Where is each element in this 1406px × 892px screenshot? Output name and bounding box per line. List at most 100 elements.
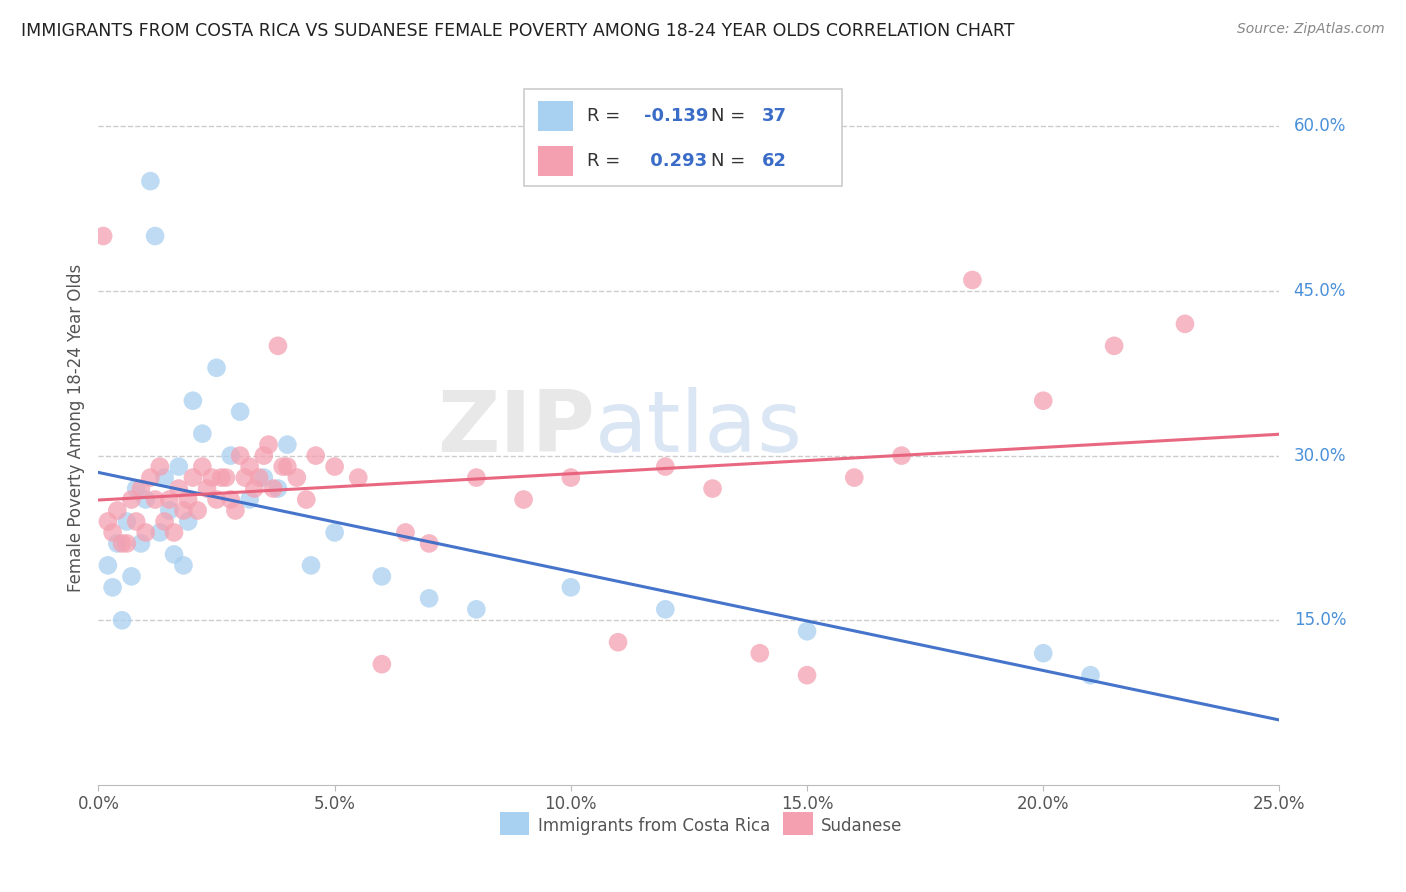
Point	[267, 339, 290, 353]
Text: 0.293: 0.293	[644, 153, 707, 170]
Point	[1032, 646, 1054, 660]
Point	[135, 492, 157, 507]
FancyBboxPatch shape	[523, 89, 842, 186]
Point	[305, 449, 328, 463]
Text: -0.139: -0.139	[644, 107, 709, 125]
Point	[267, 482, 290, 496]
Point	[177, 515, 200, 529]
Text: R =: R =	[588, 107, 626, 125]
Point	[224, 503, 246, 517]
FancyBboxPatch shape	[783, 812, 813, 835]
Point	[167, 459, 190, 474]
Point	[172, 558, 194, 573]
Point	[465, 602, 488, 616]
Text: IMMIGRANTS FROM COSTA RICA VS SUDANESE FEMALE POVERTY AMONG 18-24 YEAR OLDS CORR: IMMIGRANTS FROM COSTA RICA VS SUDANESE F…	[21, 22, 1015, 40]
Point	[101, 580, 124, 594]
Point	[371, 569, 394, 583]
Point	[129, 536, 152, 550]
Point	[654, 602, 676, 616]
Point	[285, 470, 308, 484]
Point	[125, 515, 148, 529]
Point	[143, 492, 166, 507]
Point	[654, 459, 676, 474]
Point	[323, 525, 346, 540]
Text: Sudanese: Sudanese	[821, 817, 903, 835]
Point	[181, 470, 204, 484]
Point	[219, 449, 242, 463]
Point	[149, 459, 172, 474]
Point	[205, 492, 228, 507]
Point	[209, 470, 232, 484]
Point	[465, 470, 488, 484]
Point	[262, 482, 284, 496]
Point	[253, 470, 276, 484]
Point	[115, 536, 138, 550]
Point	[560, 470, 582, 484]
Point	[149, 525, 172, 540]
Point	[135, 525, 157, 540]
FancyBboxPatch shape	[537, 101, 574, 131]
Point	[101, 525, 124, 540]
Text: 30.0%: 30.0%	[1294, 447, 1346, 465]
Point	[111, 536, 134, 550]
Point	[253, 449, 276, 463]
Point	[239, 459, 262, 474]
Point	[323, 459, 346, 474]
Point	[195, 482, 218, 496]
Text: Source: ZipAtlas.com: Source: ZipAtlas.com	[1237, 22, 1385, 37]
Y-axis label: Female Poverty Among 18-24 Year Olds: Female Poverty Among 18-24 Year Olds	[66, 264, 84, 592]
Point	[607, 635, 630, 649]
Point	[105, 503, 128, 517]
Point	[247, 470, 270, 484]
Text: 45.0%: 45.0%	[1294, 282, 1346, 300]
Text: N =: N =	[711, 107, 751, 125]
Point	[139, 174, 162, 188]
Point	[257, 437, 280, 451]
Point	[97, 515, 120, 529]
Point	[239, 492, 262, 507]
Point	[143, 229, 166, 244]
Point	[129, 482, 152, 496]
Point	[347, 470, 370, 484]
Point	[1032, 393, 1054, 408]
Point	[181, 393, 204, 408]
Point	[105, 536, 128, 550]
Text: atlas: atlas	[595, 386, 803, 470]
Point	[153, 470, 176, 484]
Point	[125, 482, 148, 496]
Point	[418, 536, 440, 550]
Point	[276, 459, 298, 474]
Point	[115, 515, 138, 529]
Point	[191, 459, 214, 474]
Point	[205, 360, 228, 375]
Point	[295, 492, 318, 507]
Text: 62: 62	[762, 153, 787, 170]
Text: Immigrants from Costa Rica: Immigrants from Costa Rica	[537, 817, 770, 835]
Point	[233, 470, 256, 484]
Point	[890, 449, 912, 463]
Point	[121, 492, 143, 507]
Point	[172, 503, 194, 517]
Point	[796, 668, 818, 682]
Point	[243, 482, 266, 496]
Point	[1080, 668, 1102, 682]
Text: ZIP: ZIP	[437, 386, 595, 470]
Point	[139, 470, 162, 484]
Point	[163, 525, 186, 540]
Point	[962, 273, 984, 287]
Point	[157, 492, 180, 507]
Point	[796, 624, 818, 639]
Point	[229, 405, 252, 419]
Point	[1174, 317, 1197, 331]
Point	[702, 482, 724, 496]
Point	[371, 657, 394, 672]
Point	[229, 449, 252, 463]
Point	[299, 558, 322, 573]
Point	[271, 459, 294, 474]
Text: R =: R =	[588, 153, 626, 170]
Text: 15.0%: 15.0%	[1294, 611, 1346, 629]
Point	[1102, 339, 1125, 353]
Text: 37: 37	[762, 107, 787, 125]
Point	[201, 470, 224, 484]
Point	[187, 503, 209, 517]
